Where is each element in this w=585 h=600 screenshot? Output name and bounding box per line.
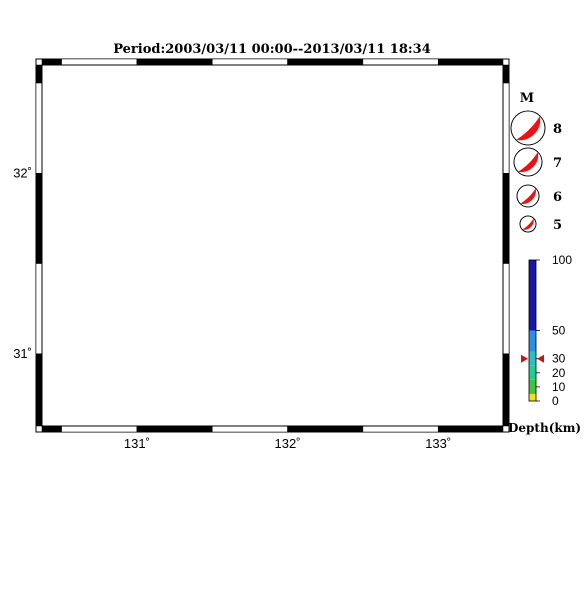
magnitude-legend-symbol[interactable] [508, 142, 548, 182]
latitude-tick-label: 31˚ [13, 346, 32, 361]
magnitude-legend-title: M [520, 91, 534, 106]
longitude-tick-label: 131˚ [124, 436, 150, 451]
depth-unit-label: Depth(km) [508, 421, 581, 435]
magnitude-legend-label: 8 [553, 122, 562, 137]
depth-color-band [529, 330, 536, 352]
depth-color-band [529, 365, 536, 380]
magnitude-legend-symbol[interactable] [504, 104, 552, 152]
magnitude-legend: M 8 7 6 5 [504, 91, 562, 236]
longitude-tick-label: 132˚ [275, 436, 301, 451]
depth-tick-label: 50 [552, 324, 566, 338]
depth-color-band [529, 379, 536, 394]
longitude-tick-label: 133˚ [425, 436, 451, 451]
magnitude-legend-symbol[interactable] [517, 213, 540, 236]
depth-color-band [529, 351, 536, 366]
depth-tick-label: 10 [552, 380, 566, 394]
depth-color-band [529, 393, 536, 401]
latitude-tick-labels: 32˚ 31˚ [13, 165, 32, 360]
latitude-tick-label: 32˚ [13, 165, 32, 180]
depth-tick-label: 20 [552, 366, 566, 380]
depth-tick-label: 100 [552, 253, 572, 267]
depth-color-band [529, 260, 536, 331]
depth-tick-label: 0 [552, 394, 559, 408]
depth-tick-label: 30 [552, 352, 566, 366]
map-title: Period:2003/03/11 00:00--2013/03/11 18:3… [113, 42, 431, 57]
magnitude-legend-symbol[interactable] [512, 180, 543, 211]
depth-marker [521, 354, 544, 363]
magnitude-legend-label: 7 [553, 156, 562, 171]
map-frame [35, 58, 510, 433]
magnitude-legend-label: 6 [553, 190, 562, 205]
magnitude-legend-label: 5 [553, 218, 562, 233]
longitude-tick-labels: 131˚ 132˚ 133˚ [124, 436, 451, 451]
